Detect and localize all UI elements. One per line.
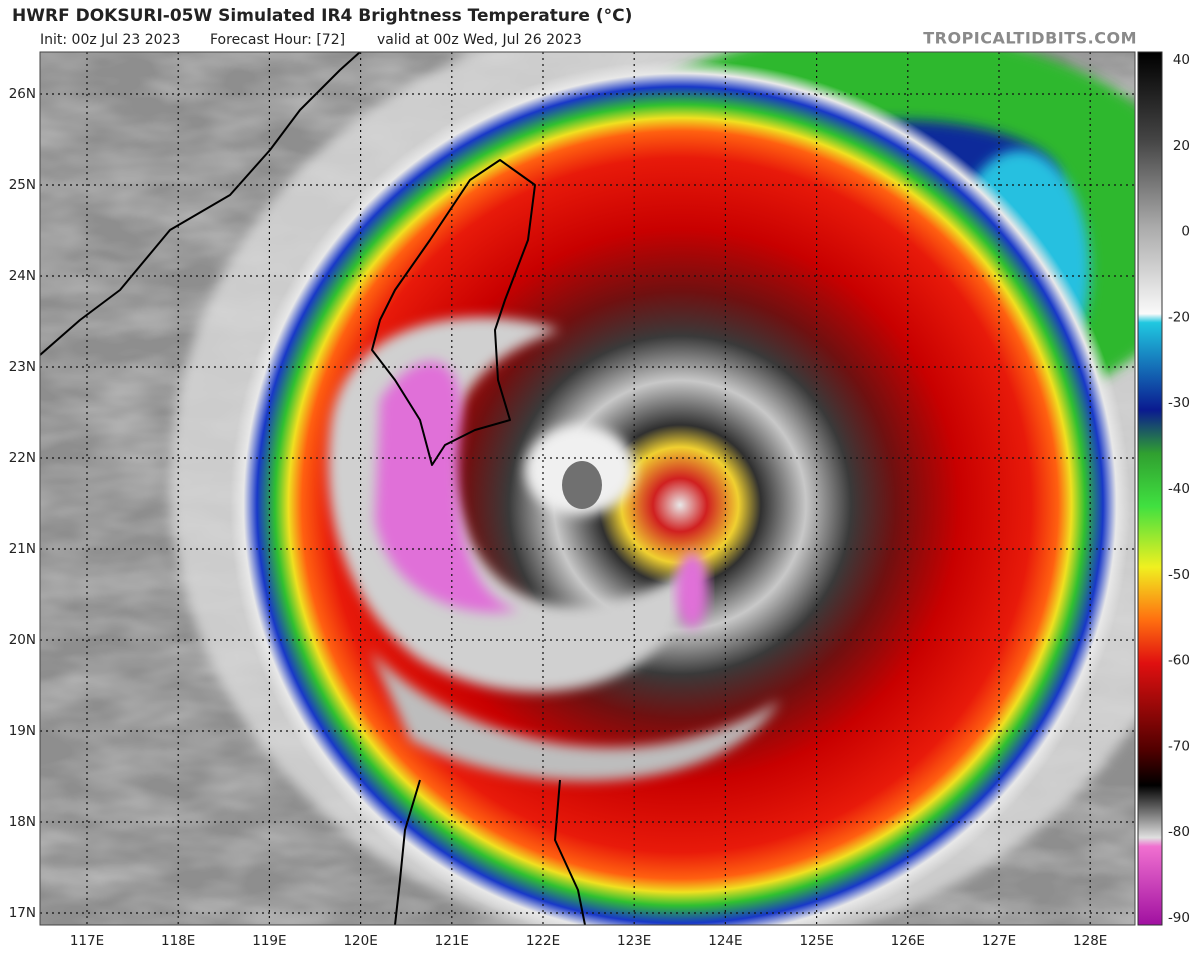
- lat-label: 18N: [9, 814, 36, 830]
- valid-time: valid at 00z Wed, Jul 26 2023: [377, 32, 582, 48]
- lon-label: 128E: [1073, 933, 1107, 949]
- lon-label: 127E: [982, 933, 1016, 949]
- lat-label: 19N: [9, 723, 36, 739]
- map-frame: [39, 51, 1136, 926]
- luzon-coast: [394, 779, 586, 925]
- graticule: [40, 52, 1135, 925]
- lat-label: 26N: [9, 86, 36, 102]
- lat-label: 21N: [9, 541, 36, 557]
- coastlines: [40, 52, 586, 925]
- colorbar-tick-label: -70: [1168, 738, 1190, 754]
- colorbar-tick-label: -20: [1168, 309, 1190, 325]
- colorbar-tick-label: 20: [1173, 138, 1190, 154]
- colorbar: [1137, 51, 1163, 926]
- taiwan-coast: [371, 159, 536, 466]
- colorbar-tick-label: 0: [1181, 224, 1190, 240]
- forecast-hour: Forecast Hour: [72]: [210, 32, 345, 48]
- labels: 26N 25N 24N 23N 22N 21N 20N 19N 18N 17N 117E 118E 11…: [9, 52, 1190, 949]
- lon-label: 124E: [708, 933, 742, 949]
- colorbar-tick-label: -40: [1168, 481, 1190, 497]
- lat-label: 25N: [9, 177, 36, 193]
- title: HWRF DOKSURI-05W Simulated IR4 Brightnes…: [12, 6, 632, 26]
- colorbar-tick-label: -60: [1168, 653, 1190, 669]
- colorbar-tick-label: -50: [1168, 567, 1190, 583]
- satellite-image: [40, 52, 1135, 925]
- lon-label: 117E: [70, 933, 104, 949]
- lat-label: 23N: [9, 359, 36, 375]
- colorbar-tick-label: 40: [1173, 52, 1190, 68]
- lon-label: 126E: [891, 933, 925, 949]
- colorbar-tick-label: -90: [1168, 910, 1190, 926]
- colorbar-tick-label: -80: [1168, 824, 1190, 840]
- china-coast: [40, 52, 361, 356]
- lat-label: 20N: [9, 632, 36, 648]
- init: Init: 00z Jul 23 2023: [40, 32, 180, 48]
- colorbar-tick-label: -30: [1168, 395, 1190, 411]
- lat-label: 22N: [9, 450, 36, 466]
- site-name: TROPICALTIDBITS.COM: [923, 29, 1137, 48]
- lat-label: 17N: [9, 905, 36, 921]
- lon-label: 121E: [435, 933, 469, 949]
- lon-label: 120E: [343, 933, 377, 949]
- lon-label: 119E: [252, 933, 286, 949]
- lon-label: 118E: [161, 933, 195, 949]
- lat-label: 24N: [9, 268, 36, 284]
- lon-label: 123E: [617, 933, 651, 949]
- lon-label: 125E: [799, 933, 833, 949]
- lon-label: 122E: [526, 933, 560, 949]
